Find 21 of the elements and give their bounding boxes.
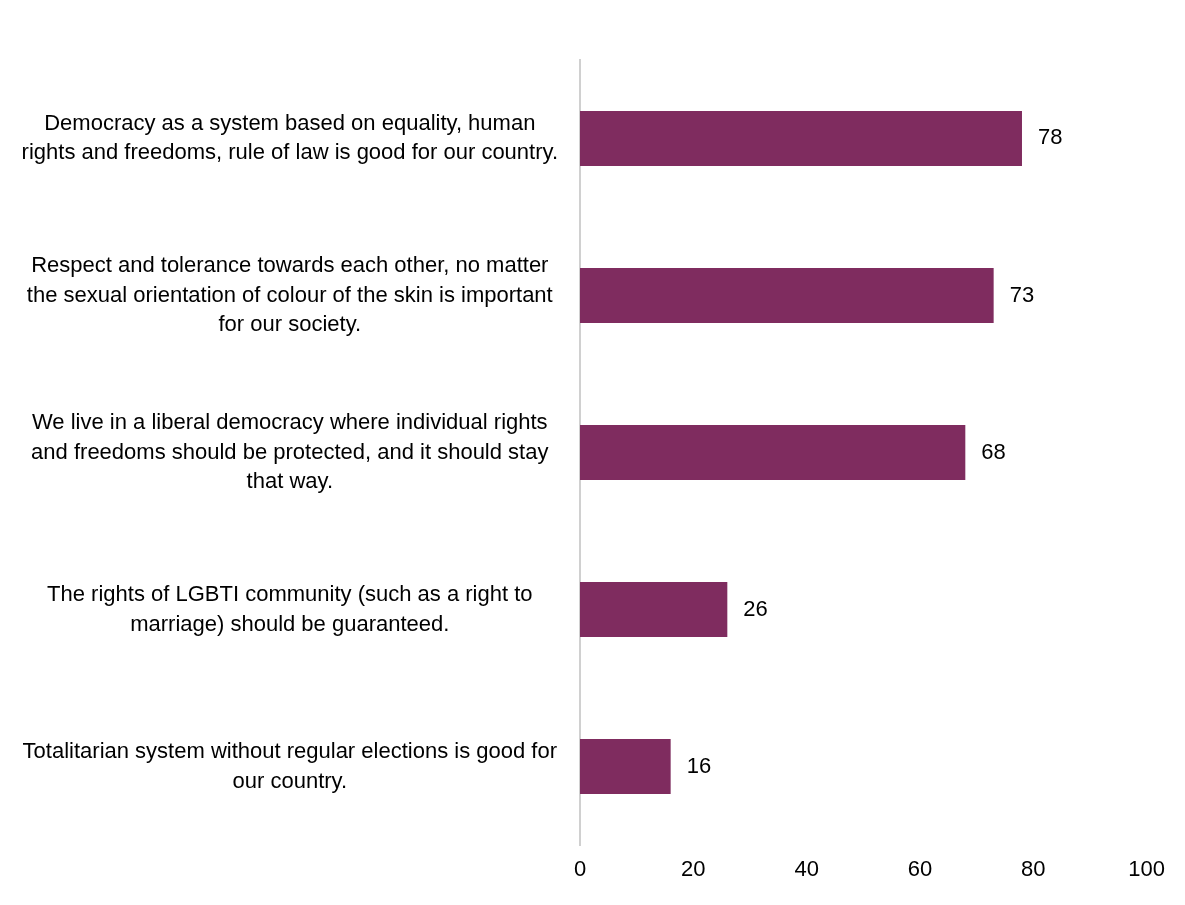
y-tick-label: Totalitarian system without regular elections is good for our country. — [22, 737, 557, 793]
y-tick-label: Respect and tolerance towards each other, no matter the sexual orientation of colour of the skin is important for our society. — [26, 251, 553, 337]
bar — [580, 739, 671, 795]
y-tick-label: The rights of LGBTI community (such as a right to marriage) should be guaranteed. — [47, 580, 533, 636]
x-tick-label: 20 — [681, 856, 706, 882]
x-tick-label: 40 — [794, 856, 819, 882]
data-label: 73 — [1009, 281, 1035, 307]
bar — [580, 425, 966, 480]
y-tick-label: We live in a liberal democracy where individual rights and freedoms should be protected, and it should stay that way. — [31, 408, 549, 494]
data-label: 68 — [981, 438, 1006, 464]
data-label: 16 — [686, 752, 712, 778]
x-tick-label: 80 — [1021, 856, 1046, 882]
x-tick-label: 0 — [573, 856, 587, 882]
data-label: 26 — [743, 595, 768, 621]
x-tick-label: 100 — [1128, 856, 1166, 882]
bar — [580, 267, 994, 323]
bar — [580, 110, 1022, 166]
y-tick-label: Democracy as a system based on equality, human rights and freedoms, rule of law is good for our country. — [21, 109, 559, 165]
x-tick-label: 60 — [907, 856, 933, 882]
bar — [580, 582, 728, 638]
data-label: 78 — [1037, 124, 1063, 150]
